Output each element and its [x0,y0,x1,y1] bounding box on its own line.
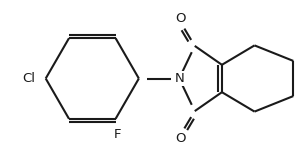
Text: O: O [176,132,186,145]
Text: Cl: Cl [22,72,35,85]
Text: O: O [176,12,186,25]
Text: F: F [114,128,122,141]
Text: N: N [174,72,184,85]
